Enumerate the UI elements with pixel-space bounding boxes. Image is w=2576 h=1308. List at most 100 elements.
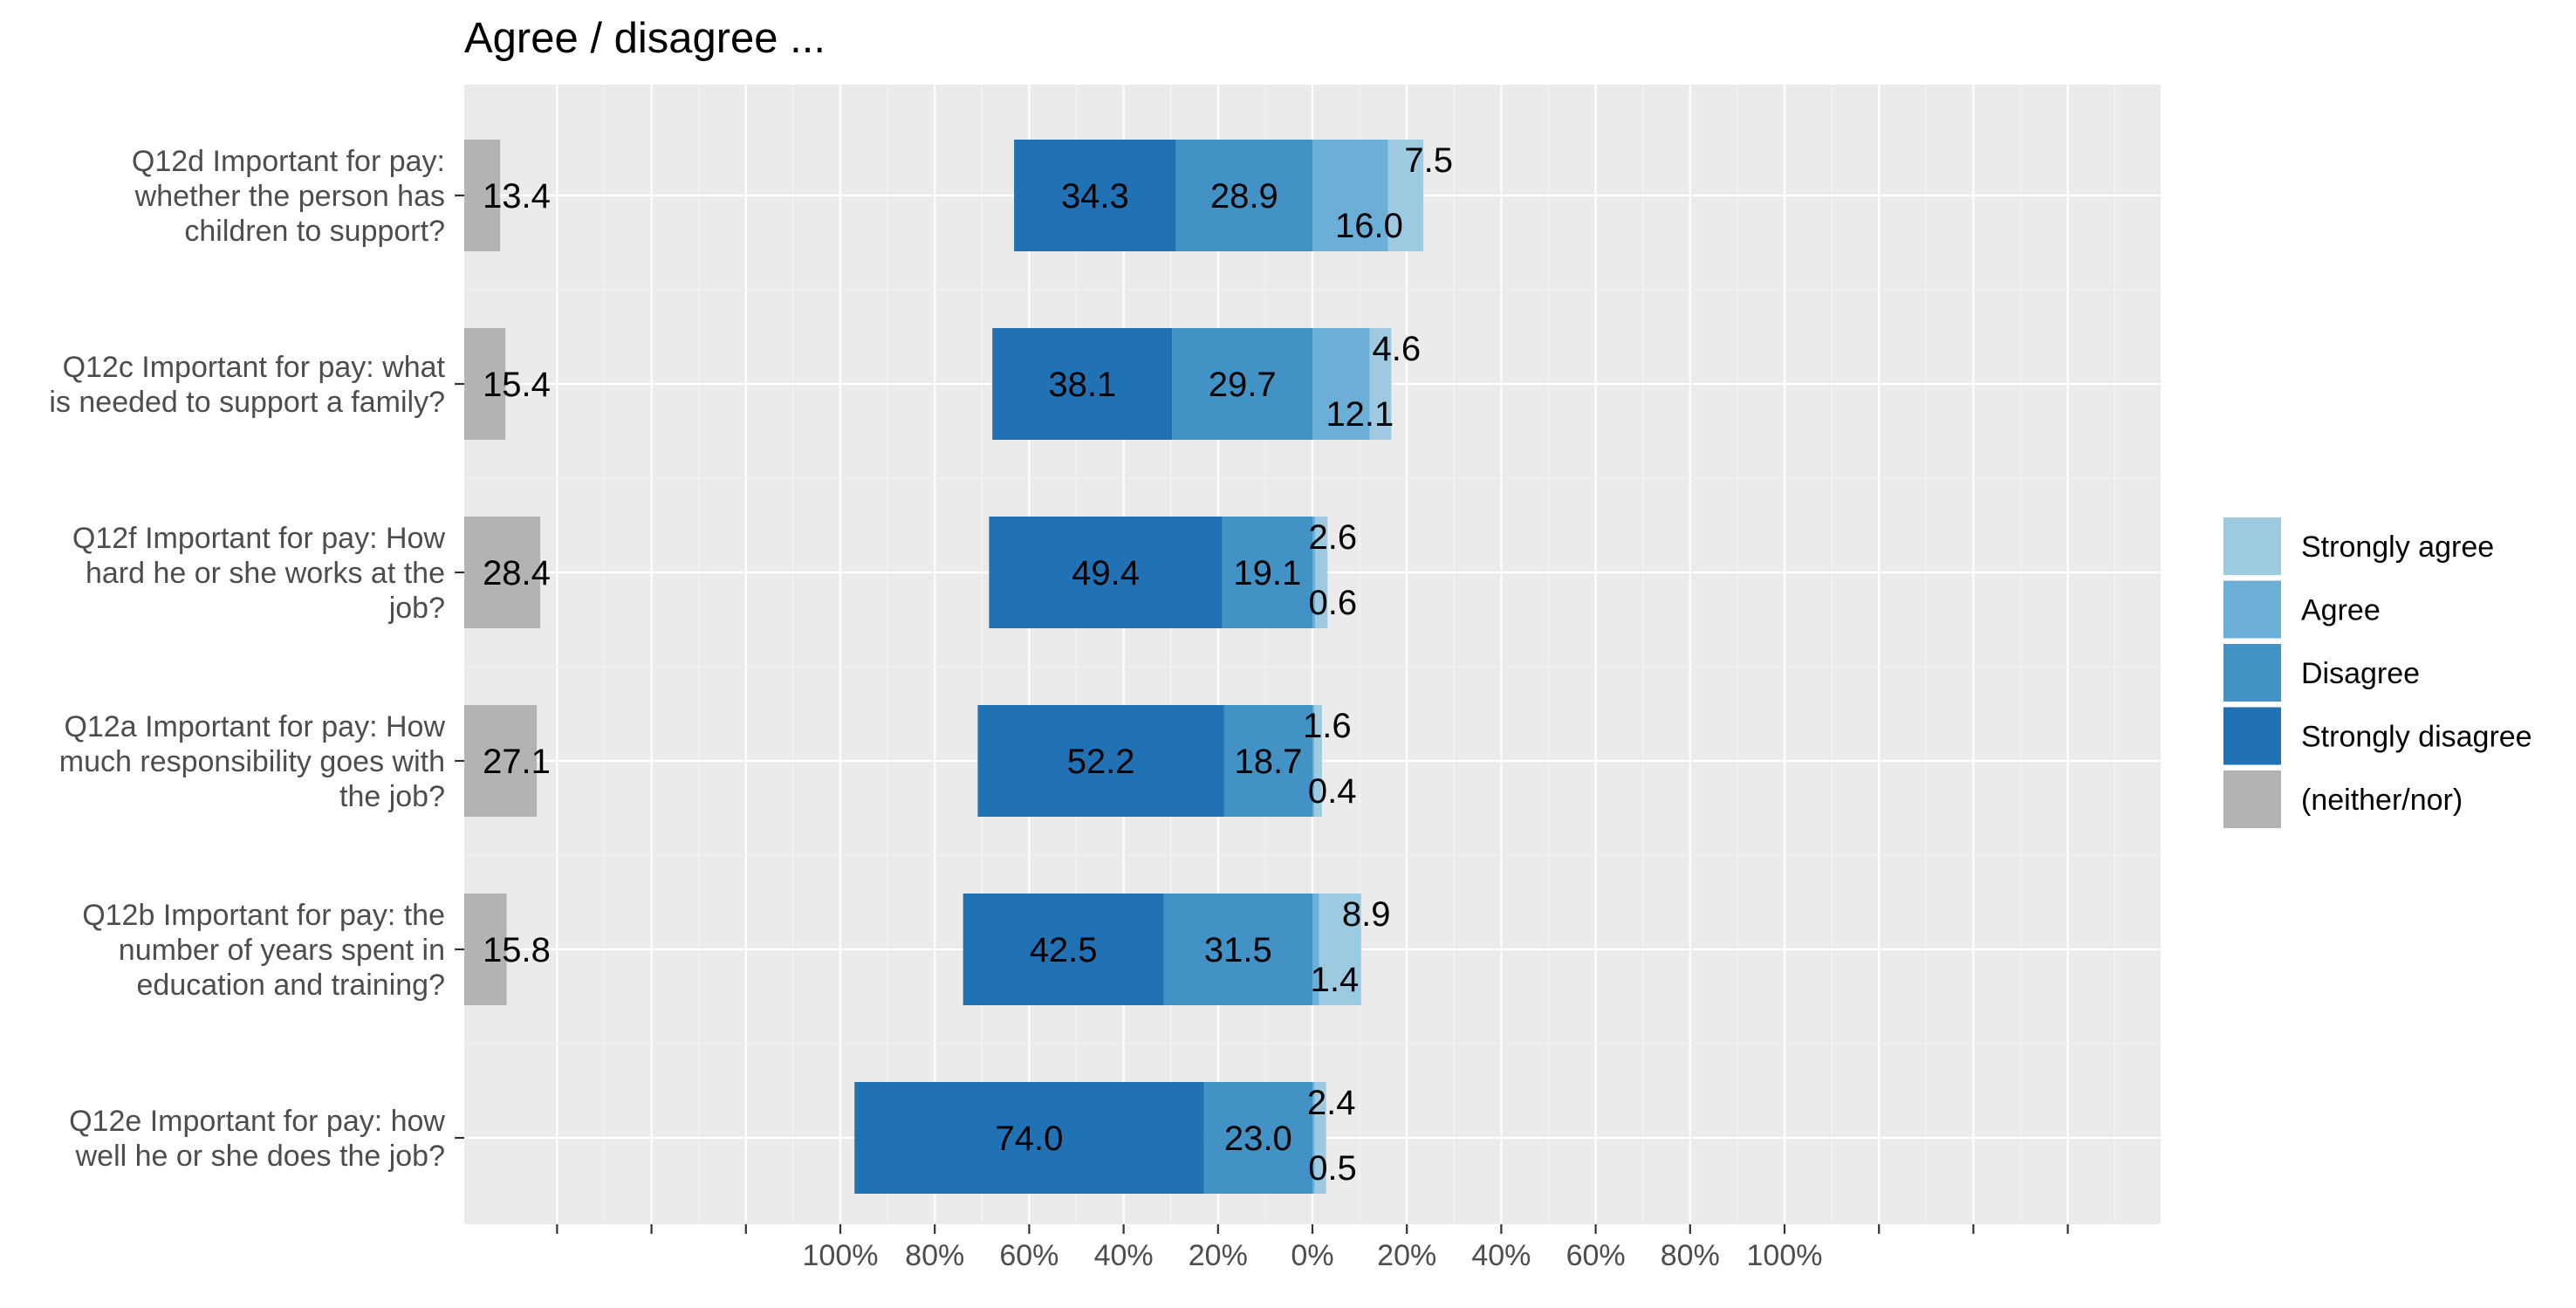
legend-label: Strongly disagree [2301, 721, 2532, 754]
legend-key [2222, 769, 2283, 830]
value-label-neither: 13.4 [483, 177, 551, 216]
bar-strongly-disagree [989, 517, 1223, 628]
value-label-strongly-agree: 8.9 [1342, 895, 1391, 934]
bar-agree [1312, 1082, 1315, 1194]
value-label-disagree: 23.0 [1224, 1120, 1292, 1158]
category-label-line: the job? [339, 780, 445, 813]
bars [464, 140, 1424, 1194]
bar-disagree [1172, 328, 1312, 440]
bar-agree [1312, 328, 1370, 440]
bar-strongly-disagree [1014, 140, 1176, 251]
bar-disagree [1222, 517, 1312, 628]
value-label-strongly-disagree: 42.5 [1030, 931, 1098, 969]
x-tick-label: 60% [1566, 1239, 1626, 1272]
x-tick-label: 100% [1747, 1239, 1823, 1272]
category-label-line: much responsibility goes with [59, 745, 445, 778]
x-tick-label: 20% [1377, 1239, 1436, 1272]
value-label-disagree: 31.5 [1204, 931, 1272, 969]
value-label-disagree: 19.1 [1233, 554, 1301, 592]
axes: Q12d Important for pay: whether the perso… [49, 145, 2069, 1272]
category-label-line: Q12b Important for pay: the [82, 899, 445, 932]
grid-lines [464, 85, 2161, 1224]
legend-key [2222, 516, 2283, 577]
x-tick-label: 60% [999, 1239, 1058, 1272]
legend-label: Disagree [2301, 657, 2420, 690]
category-label-line: Q12f Important for pay: How [72, 522, 446, 555]
value-label-agree: 0.4 [1308, 772, 1357, 811]
value-label-strongly-disagree: 34.3 [1061, 177, 1129, 216]
value-label-neither: 27.1 [483, 743, 551, 781]
x-tick-label: 100% [803, 1239, 879, 1272]
category-label: Q12d Important for pay: whether the perso… [132, 145, 445, 248]
x-tick-label: 80% [905, 1239, 964, 1272]
value-label-disagree: 28.9 [1210, 177, 1278, 216]
category-label-line: well he or she does the job? [75, 1140, 445, 1173]
value-label-agree: 0.6 [1308, 584, 1357, 622]
value-labels: 13.4 34.3 28.9 7.516.0 15.4 38.1 29.7 4.6 12.1 28… [483, 141, 1453, 1188]
bar-strongly-disagree [854, 1082, 1204, 1194]
value-label-strongly-disagree: 74.0 [995, 1120, 1063, 1158]
legend-key [2222, 705, 2283, 767]
value-label-neither: 15.8 [483, 931, 551, 969]
bar-neither-nor [464, 140, 501, 251]
value-label-strongly-agree: 4.6 [1373, 330, 1422, 368]
bar-strongly-agree [1315, 517, 1328, 628]
category-label-line: Q12a Important for pay: How [64, 710, 445, 743]
category-label-line: Q12c Important for pay: what [63, 351, 446, 384]
bar-agree [1312, 894, 1319, 1005]
bar-strongly-disagree [963, 894, 1164, 1005]
category-label-line: whether the person has [134, 180, 445, 213]
category-label: Q12c Important for pay: what is needed to… [49, 351, 445, 419]
bar-strongly-agree [1314, 705, 1322, 817]
bar-strongly-agree [1387, 140, 1424, 251]
value-label-strongly-agree: 1.6 [1303, 707, 1352, 745]
category-label: Q12f Important for pay: How hard he or sh… [72, 522, 446, 625]
legend: Strongly agree Agree Disagree Strongly disa… [2222, 516, 2532, 830]
category-label-line: children to support? [184, 215, 445, 248]
value-label-strongly-agree: 2.4 [1307, 1084, 1356, 1122]
value-label-disagree: 29.7 [1209, 366, 1277, 404]
bar-strongly-agree [1369, 328, 1392, 440]
value-label-agree: 1.4 [1311, 961, 1360, 999]
category-label-line: is needed to support a family? [49, 386, 445, 419]
x-tick-label: 80% [1661, 1239, 1720, 1272]
legend-label: Strongly agree [2301, 531, 2494, 564]
bar-strongly-disagree [977, 705, 1224, 817]
category-label-line: number of years spent in [119, 934, 445, 967]
value-label-strongly-disagree: 49.4 [1072, 554, 1140, 592]
value-label-strongly-disagree: 38.1 [1048, 366, 1116, 404]
category-label-line: job? [388, 592, 445, 625]
bar-agree [1312, 140, 1388, 251]
bar-agree [1312, 517, 1316, 628]
value-label-agree: 16.0 [1335, 207, 1403, 245]
category-label: Q12b Important for pay: the number of yea… [82, 899, 445, 1002]
bar-disagree [1163, 894, 1312, 1005]
bar-strongly-agree [1314, 1082, 1326, 1194]
x-tick-label: 20% [1189, 1239, 1248, 1272]
legend-key [2222, 642, 2283, 703]
bar-disagree [1223, 705, 1312, 817]
category-label: Q12e Important for pay: how well he or sh… [69, 1105, 445, 1173]
chart-title: Agree / disagree ... [464, 15, 826, 62]
value-label-neither: 28.4 [483, 554, 551, 592]
legend-key [2222, 579, 2283, 640]
x-tick-label: 40% [1094, 1239, 1154, 1272]
bar-neither-nor [464, 894, 507, 1005]
value-label-agree: 12.1 [1326, 395, 1394, 434]
category-label-line: Q12e Important for pay: how [69, 1105, 445, 1138]
value-label-strongly-disagree: 52.2 [1067, 743, 1135, 781]
bar-strongly-disagree [992, 328, 1173, 440]
bar-neither-nor [464, 705, 538, 817]
category-label-line: education and training? [137, 969, 446, 1002]
value-label-strongly-agree: 7.5 [1404, 141, 1453, 180]
value-label-disagree: 18.7 [1234, 743, 1302, 781]
bar-neither-nor [464, 328, 506, 440]
bar-neither-nor [464, 517, 541, 628]
bar-disagree [1175, 140, 1312, 251]
x-tick-label: 40% [1471, 1239, 1531, 1272]
value-label-agree: 0.5 [1308, 1149, 1357, 1188]
legend-label: (neither/nor) [2301, 784, 2463, 817]
category-label: Q12a Important for pay: How much responsi… [59, 710, 446, 813]
bar-agree [1312, 705, 1315, 817]
